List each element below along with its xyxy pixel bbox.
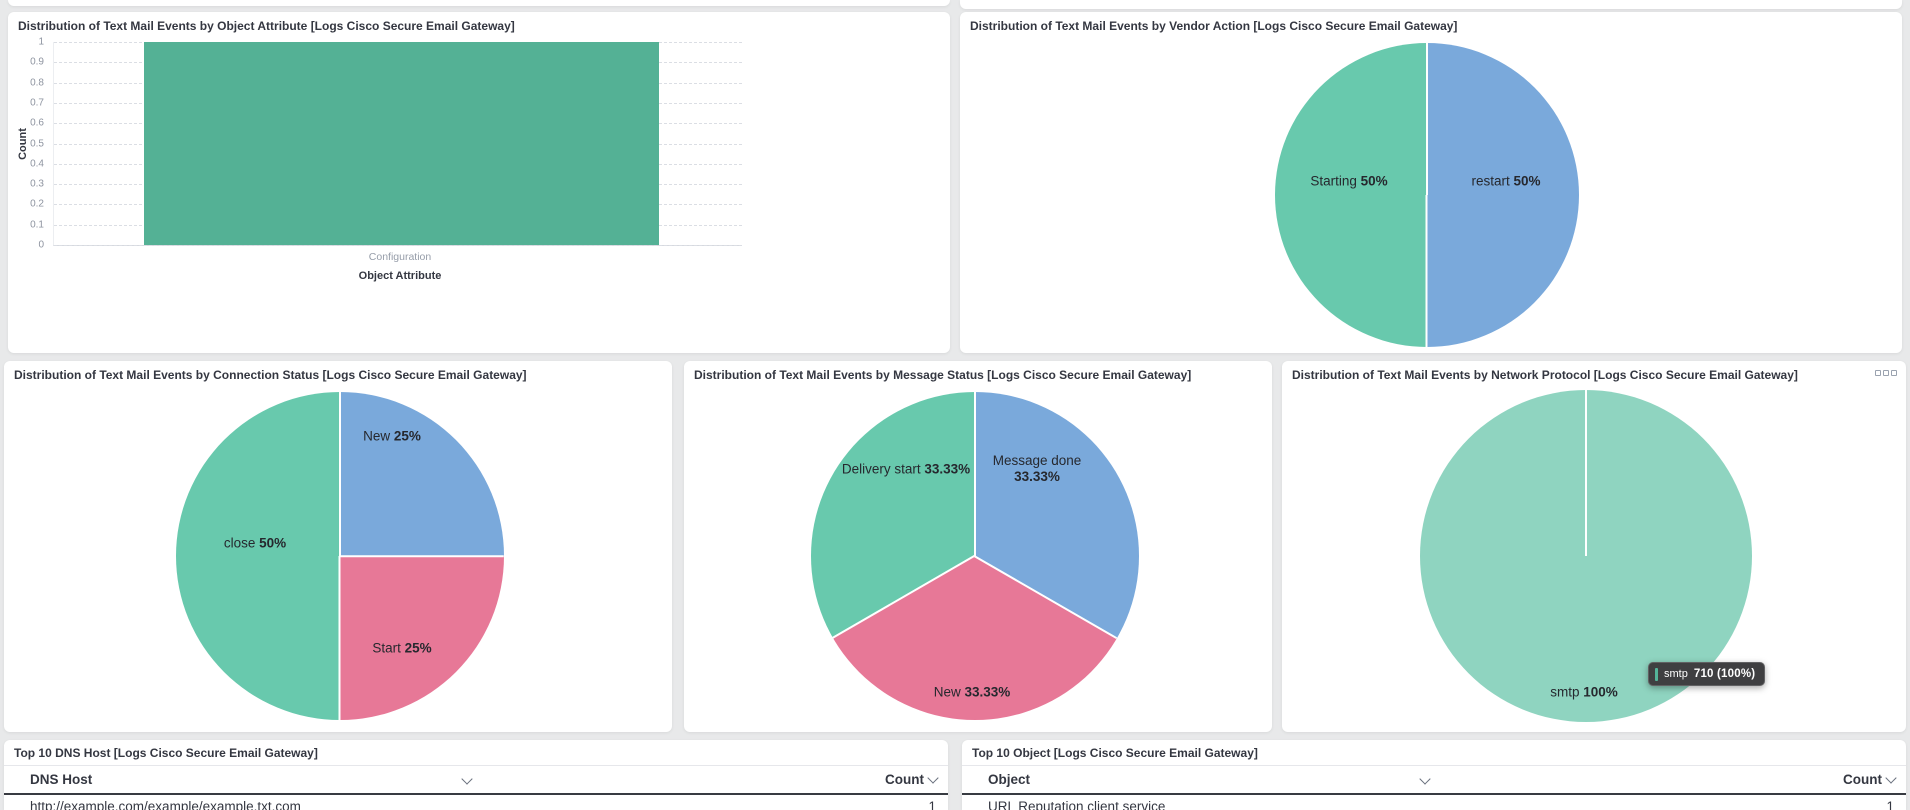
panel-message-status: Distribution of Text Mail Events by Mess… [684, 361, 1272, 732]
column-header-object[interactable]: Object [988, 772, 1031, 787]
sort-chevron-icon[interactable] [461, 773, 473, 785]
pie-slice-label-new: New 25% [363, 428, 421, 444]
panel-object-attribute: Distribution of Text Mail Events by Obje… [8, 12, 950, 353]
pie-message-status[interactable] [811, 392, 1139, 720]
column-header-dns-host[interactable]: DNS Host [30, 772, 93, 787]
panel-title: Top 10 DNS Host [Logs Cisco Secure Email… [14, 746, 318, 760]
panel-title: Top 10 Object [Logs Cisco Secure Email G… [972, 746, 1258, 760]
bar-plot-area [53, 42, 742, 246]
panel-title: Distribution of Text Mail Events by Netw… [1292, 368, 1798, 382]
panel-connection-status: Distribution of Text Mail Events by Conn… [4, 361, 672, 732]
pie-slice-label-message-done: Message done 33.33% [992, 452, 1082, 484]
pie-slice-label-new: New 33.33% [933, 684, 1011, 700]
table-cell-object: URL Reputation client service [988, 799, 1166, 810]
pie-connection-status[interactable] [176, 392, 504, 720]
sort-chevron-icon[interactable] [1885, 772, 1897, 784]
tooltip-label: smtp [1664, 668, 1688, 680]
panel-title: Distribution of Text Mail Events by Conn… [14, 368, 527, 382]
pie-slice-label-starting: Starting 50% [1310, 173, 1388, 189]
header-rule [4, 793, 948, 795]
pie-slice-label-close: close 50% [223, 535, 287, 551]
panel-top-dns-host: Top 10 DNS Host [Logs Cisco Secure Email… [4, 740, 948, 810]
pie-slice-label-smtp: smtp 100% [1550, 684, 1618, 700]
panel-vendor-action: Distribution of Text Mail Events by Vend… [960, 12, 1902, 353]
sort-chevron-icon[interactable] [927, 772, 939, 784]
x-tick-label: Configuration [368, 251, 432, 263]
pie-slice-label-restart: restart 50% [1471, 173, 1541, 189]
table-cell-dns-host: http://example.com/example/example.txt.c… [30, 799, 301, 810]
x-axis-title: Object Attribute [358, 270, 442, 282]
pie-slice-label-delivery-start: Delivery start 33.33% [841, 461, 971, 477]
tooltip-value: 710 (100%) [1693, 668, 1756, 680]
divider [4, 765, 948, 766]
panel-options-icon[interactable] [1875, 370, 1897, 376]
panel-top-object: Top 10 Object [Logs Cisco Secure Email G… [962, 740, 1906, 810]
header-rule [962, 793, 1906, 795]
table-cell-count: 1 [1886, 799, 1894, 810]
panel-title: Distribution of Text Mail Events by Obje… [18, 19, 515, 33]
tooltip-swatch [1655, 667, 1658, 681]
panel-title: Distribution of Text Mail Events by Mess… [694, 368, 1192, 382]
table-cell-count: 1 [928, 799, 936, 810]
pie-slice-label-start: Start 25% [372, 640, 432, 656]
panel-title: Distribution of Text Mail Events by Vend… [970, 19, 1458, 33]
partial-panel-top-right [960, 0, 1902, 9]
divider [962, 765, 1906, 766]
panel-network-protocol: Distribution of Text Mail Events by Netw… [1282, 361, 1906, 732]
y-axis-ticks: 1 0.9 0.8 0.7 0.6 0.5 0.4 0.3 0.2 0.1 0 [30, 36, 44, 251]
pie-vendor-action[interactable] [1275, 43, 1579, 347]
chart-tooltip: smtp 710 (100%) [1648, 662, 1766, 686]
column-header-count[interactable]: Count [885, 772, 939, 787]
partial-panel-top-left [8, 0, 950, 6]
bar-configuration[interactable] [144, 42, 659, 245]
sort-chevron-icon[interactable] [1419, 773, 1431, 785]
column-header-count[interactable]: Count [1843, 772, 1897, 787]
